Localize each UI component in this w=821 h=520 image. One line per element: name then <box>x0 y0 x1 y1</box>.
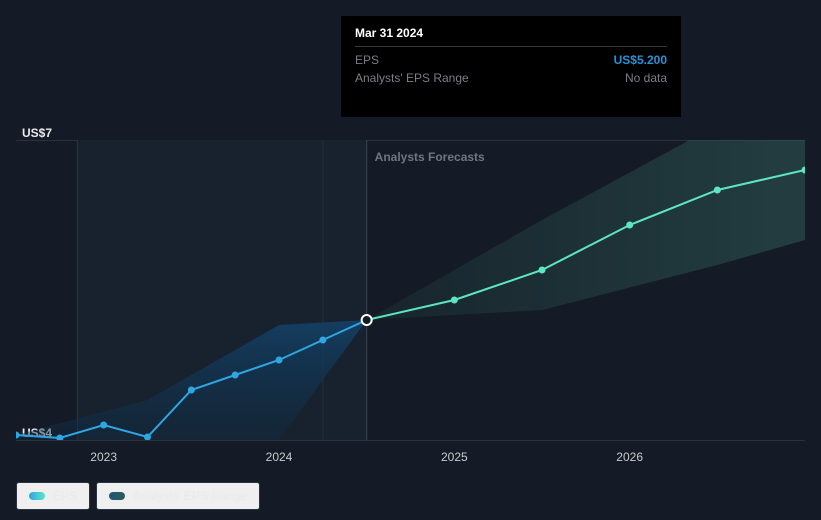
x-axis-tick: 2025 <box>441 450 468 464</box>
chart-tooltip: Mar 31 2024 EPS US$5.200 Analysts' EPS R… <box>341 16 681 117</box>
tooltip-divider <box>355 46 667 47</box>
legend-eps-toggle[interactable]: EPS <box>16 482 90 510</box>
x-axis-tick: 2026 <box>616 450 643 464</box>
legend-eps-label: EPS <box>53 489 77 503</box>
legend-range-toggle[interactable]: Analysts' EPS Range <box>96 482 260 510</box>
legend: EPS Analysts' EPS Range <box>16 482 260 510</box>
tooltip-eps-key: EPS <box>355 51 614 69</box>
tooltip-eps-value: US$5.200 <box>614 51 667 69</box>
eps-chart: Mar 31 2024 EPS US$5.200 Analysts' EPS R… <box>0 0 821 520</box>
plot-area[interactable] <box>16 140 805 440</box>
x-axis-tick: 2023 <box>90 450 117 464</box>
y-axis-label-top: US$7 <box>22 126 52 140</box>
legend-eps-swatch <box>29 492 45 500</box>
tooltip-range-value: No data <box>625 69 667 87</box>
x-axis-tick: 2024 <box>266 450 293 464</box>
tooltip-range-key: Analysts' EPS Range <box>355 69 625 87</box>
tooltip-title: Mar 31 2024 <box>355 26 667 40</box>
gridline-bottom <box>16 440 805 441</box>
legend-range-swatch <box>109 492 125 500</box>
legend-range-label: Analysts' EPS Range <box>133 489 247 503</box>
